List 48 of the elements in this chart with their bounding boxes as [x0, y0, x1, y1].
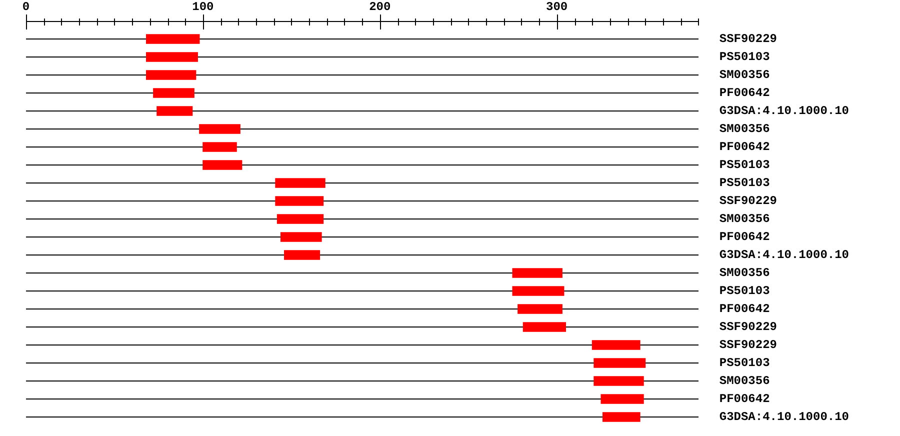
y-tick-label: PS50103 — [719, 284, 770, 298]
y-tick-label: SM00356 — [719, 212, 770, 226]
bar — [202, 160, 242, 170]
bar — [275, 178, 326, 188]
y-tick-label: SSF90229 — [719, 194, 777, 208]
y-tick-label: SSF90229 — [719, 32, 777, 46]
bar — [512, 268, 562, 278]
y-tick-label: SM00356 — [719, 68, 770, 82]
bar — [512, 286, 564, 296]
y-tick-label: PF00642 — [719, 86, 770, 100]
bar — [522, 322, 566, 332]
y-tick-label: PS50103 — [719, 176, 770, 190]
bar — [592, 340, 640, 350]
y-tick-label: PS50103 — [719, 356, 770, 370]
x-tick-label: 300 — [546, 0, 568, 14]
y-tick-label: PF00642 — [719, 230, 770, 244]
y-tick-label: SM00356 — [719, 374, 770, 388]
x-tick-label: 200 — [369, 0, 391, 14]
y-tick-label: G3DSA:4.10.1000.10 — [719, 410, 850, 424]
bar — [594, 376, 644, 386]
y-tick-label: PF00642 — [719, 140, 770, 154]
bar — [202, 142, 237, 152]
bar — [600, 394, 644, 404]
bar — [276, 214, 324, 224]
y-tick-label: PS50103 — [719, 50, 770, 64]
bar — [594, 358, 646, 368]
y-tick-label: SSF90229 — [719, 338, 777, 352]
bar — [146, 52, 198, 62]
bar — [153, 88, 194, 98]
bar — [146, 70, 196, 80]
y-tick-label: PF00642 — [719, 302, 770, 316]
bar — [518, 304, 562, 314]
bar — [602, 412, 640, 422]
y-tick-label: SM00356 — [719, 122, 770, 136]
bar — [275, 196, 324, 206]
y-tick-label: PS50103 — [719, 158, 770, 172]
y-tick-label: SM00356 — [719, 266, 770, 280]
bar — [146, 34, 200, 44]
y-tick-label: G3DSA:4.10.1000.10 — [719, 104, 850, 118]
x-tick-label: 100 — [192, 0, 214, 14]
bar — [156, 106, 193, 116]
bar — [199, 124, 240, 134]
y-tick-label: SSF90229 — [719, 320, 777, 334]
bar — [284, 250, 320, 260]
x-tick-label: 0 — [22, 0, 30, 14]
bar — [280, 232, 322, 242]
y-tick-label: G3DSA:4.10.1000.10 — [719, 248, 850, 262]
y-tick-label: PF00642 — [719, 392, 770, 406]
